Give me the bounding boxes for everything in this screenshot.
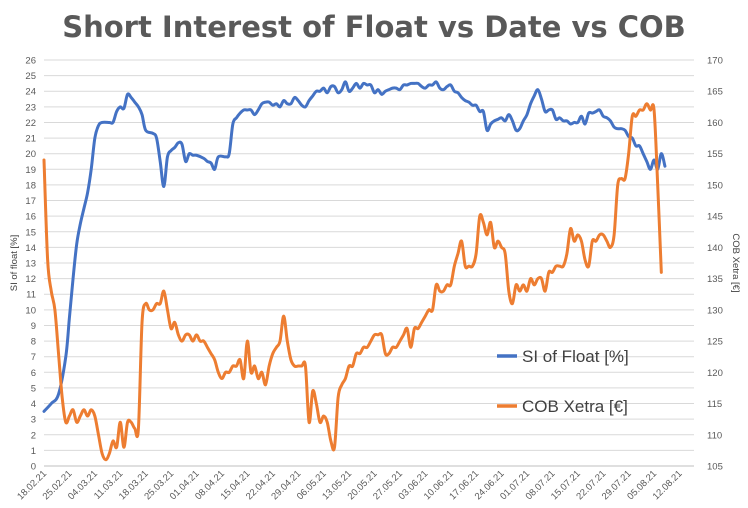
y-tick-label: 4: [31, 399, 36, 410]
y-tick-label: 3: [31, 415, 36, 426]
y-tick-label: 18: [25, 180, 36, 191]
y-tick-label: 21: [25, 134, 36, 145]
y-tick-label: 5: [31, 383, 36, 394]
y-tick-label: 12: [25, 274, 36, 285]
series-line-si-of-float: [42, 80, 667, 413]
y2-tick-label: 155: [707, 149, 723, 160]
y-tick-label: 22: [25, 118, 36, 129]
chart-title: Short Interest of Float vs Date vs COB: [62, 10, 686, 44]
y-tick-label: 23: [25, 102, 36, 113]
y-tick-label: 19: [25, 165, 36, 176]
y-tick-label: 9: [31, 321, 36, 332]
y2-tick-label: 170: [707, 56, 723, 67]
y2-tick-label: 120: [707, 368, 723, 379]
y-tick-label: 25: [25, 71, 36, 82]
y2-tick-label: 145: [707, 212, 723, 223]
y2-tick-label: 160: [707, 118, 723, 129]
y2-tick-label: 110: [707, 430, 722, 441]
y-tick-label: 0: [31, 462, 36, 473]
y-tick-label: 16: [25, 212, 36, 223]
legend-label: COB Xetra [€]: [522, 397, 628, 416]
y2-axis-title: COB Xetra [€]: [730, 233, 741, 292]
y-tick-label: 6: [31, 368, 36, 379]
y-tick-label: 15: [25, 227, 36, 238]
series-line-cob-xetra: [42, 102, 663, 462]
y2-tick-label: 150: [707, 180, 723, 191]
y2-tick-label: 115: [707, 399, 722, 410]
y-tick-label: 2: [31, 430, 36, 441]
y2-tick-label: 105: [707, 462, 723, 473]
y-tick-label: 24: [25, 87, 36, 98]
legend-label: SI of Float [%]: [522, 347, 629, 366]
y2-tick-label: 165: [707, 87, 723, 98]
y-tick-label: 17: [25, 196, 36, 207]
y-tick-label: 14: [25, 243, 36, 254]
y-tick-label: 20: [25, 149, 36, 160]
y-tick-label: 11: [26, 290, 36, 301]
y-tick-label: 26: [25, 56, 36, 67]
y-tick-label: 7: [31, 352, 36, 363]
y2-tick-label: 135: [707, 274, 723, 285]
y-tick-label: 10: [25, 305, 36, 316]
y-tick-label: 8: [31, 337, 36, 348]
y-tick-label: 13: [25, 259, 36, 270]
y2-tick-label: 130: [707, 305, 723, 316]
y-tick-label: 1: [31, 446, 36, 457]
y2-tick-label: 140: [707, 243, 723, 254]
y-axis-title: SI of float [%]: [9, 235, 20, 292]
y2-tick-label: 125: [707, 337, 723, 348]
